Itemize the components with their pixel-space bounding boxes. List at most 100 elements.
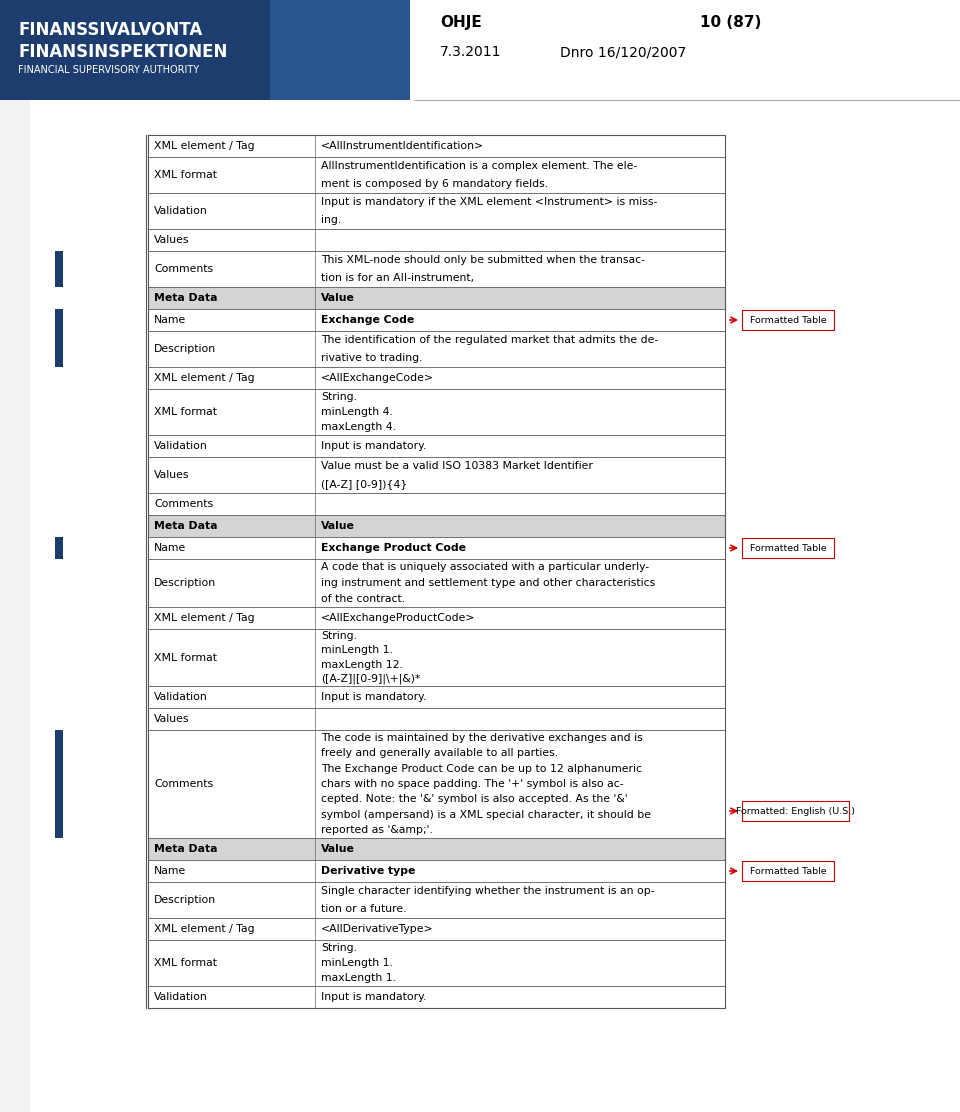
Text: Formatted: English (U.S.): Formatted: English (U.S.) [736, 806, 855, 815]
Bar [148, 729, 725, 838]
Text: Comments: Comments [154, 499, 213, 509]
Text: XML element / Tag: XML element / Tag [154, 141, 254, 151]
Text: Validation: Validation [154, 692, 207, 702]
Text: <AllInstrumentIdentification>: <AllInstrumentIdentification> [321, 141, 484, 151]
Text: freely and generally available to all parties.: freely and generally available to all pa… [321, 748, 558, 758]
Text: Value: Value [321, 522, 355, 532]
Text: Input is mandatory if the XML element <Instrument> is miss-: Input is mandatory if the XML element <I… [321, 197, 658, 207]
Bar [148, 367, 725, 389]
Text: Single character identifying whether the instrument is an op-: Single character identifying whether the… [321, 886, 655, 896]
Bar [148, 309, 725, 331]
Text: XML element / Tag: XML element / Tag [154, 924, 254, 934]
Text: tion is for an AII-instrument,: tion is for an AII-instrument, [321, 274, 474, 282]
Text: FINANSINSPEKTIONEN: FINANSINSPEKTIONEN [18, 43, 228, 61]
FancyBboxPatch shape [742, 801, 849, 821]
Text: Input is mandatory.: Input is mandatory. [321, 992, 426, 1002]
Text: Comments: Comments [154, 780, 213, 790]
Bar [148, 287, 725, 309]
Text: minLength 1.: minLength 1. [321, 645, 393, 655]
Text: <AllExchangeCode>: <AllExchangeCode> [321, 373, 434, 383]
Text: Value: Value [321, 844, 355, 854]
Text: Name: Name [154, 866, 186, 876]
Bar [148, 435, 725, 457]
Bar [148, 940, 725, 986]
Bar [148, 607, 725, 629]
Text: maxLength 4.: maxLength 4. [321, 423, 396, 433]
Bar [148, 838, 725, 860]
Text: Name: Name [154, 543, 186, 553]
Bar [148, 559, 725, 607]
Text: Comments: Comments [154, 264, 213, 274]
Text: Input is mandatory.: Input is mandatory. [321, 441, 426, 451]
Bar [148, 919, 725, 940]
Bar [148, 193, 725, 229]
Text: ([A-Z] [0-9]){4}: ([A-Z] [0-9]){4} [321, 479, 407, 489]
Bar [0, 0, 410, 100]
Text: ing.: ing. [321, 215, 341, 225]
Text: XML format: XML format [154, 653, 217, 663]
Text: Values: Values [154, 235, 189, 245]
Text: Value: Value [321, 292, 355, 302]
Bar [55, 729, 63, 838]
Bar [148, 708, 725, 729]
Bar [148, 629, 725, 686]
Text: Dnro 16/120/2007: Dnro 16/120/2007 [560, 44, 686, 59]
Text: minLength 4.: minLength 4. [321, 407, 393, 417]
Text: minLength 1.: minLength 1. [321, 959, 393, 969]
Text: This XML-node should only be submitted when the transac-: This XML-node should only be submitted w… [321, 255, 645, 265]
Text: XML format: XML format [154, 407, 217, 417]
Text: OHJE: OHJE [440, 14, 482, 30]
Text: The Exchange Product Code can be up to 12 alphanumeric: The Exchange Product Code can be up to 1… [321, 764, 642, 774]
Text: Description: Description [154, 895, 216, 905]
Bar [55, 537, 63, 559]
Bar [148, 882, 725, 919]
Text: AllInstrumentIdentification is a complex element. The ele-: AllInstrumentIdentification is a complex… [321, 161, 637, 171]
Text: Name: Name [154, 315, 186, 325]
Text: Meta Data: Meta Data [154, 522, 218, 532]
Text: Value must be a valid ISO 10383 Market Identifier: Value must be a valid ISO 10383 Market I… [321, 461, 593, 471]
Text: Formatted Table: Formatted Table [750, 316, 827, 325]
Text: maxLength 1.: maxLength 1. [321, 973, 396, 983]
Bar [270, 0, 410, 100]
Text: The identification of the regulated market that admits the de-: The identification of the regulated mark… [321, 335, 659, 345]
Text: Derivative type: Derivative type [321, 866, 416, 876]
Text: ment is composed by 6 mandatory fields.: ment is composed by 6 mandatory fields. [321, 179, 548, 189]
FancyBboxPatch shape [742, 310, 834, 330]
Bar [148, 986, 725, 1007]
Bar [148, 251, 725, 287]
Text: <AllExchangeProductCode>: <AllExchangeProductCode> [321, 613, 475, 623]
Text: Values: Values [154, 470, 189, 480]
Text: symbol (ampersand) is a XML special character, it should be: symbol (ampersand) is a XML special char… [321, 810, 651, 820]
Bar [148, 515, 725, 537]
Text: XML element / Tag: XML element / Tag [154, 613, 254, 623]
Text: Validation: Validation [154, 206, 207, 216]
Text: Formatted Table: Formatted Table [750, 866, 827, 875]
Text: Description: Description [154, 344, 216, 354]
Text: cepted. Note: the '&' symbol is also accepted. As the '&': cepted. Note: the '&' symbol is also acc… [321, 794, 628, 804]
Bar [148, 537, 725, 559]
Bar [148, 157, 725, 193]
FancyBboxPatch shape [742, 861, 834, 881]
Bar [148, 135, 725, 157]
Text: Exchange Code: Exchange Code [321, 315, 415, 325]
Text: ing instrument and settlement type and other characteristics: ing instrument and settlement type and o… [321, 578, 656, 588]
Text: Values: Values [154, 714, 189, 724]
Bar [148, 860, 725, 882]
FancyBboxPatch shape [742, 538, 834, 558]
Bar [55, 331, 63, 367]
Text: reported as '&amp;'.: reported as '&amp;'. [321, 825, 433, 835]
Text: XML element / Tag: XML element / Tag [154, 373, 254, 383]
Text: FINANCIAL SUPERVISORY AUTHORITY: FINANCIAL SUPERVISORY AUTHORITY [18, 64, 199, 75]
Bar [55, 309, 63, 331]
Text: FINANSSIVALVONTA: FINANSSIVALVONTA [18, 21, 203, 39]
Text: A code that is uniquely associated with a particular underly-: A code that is uniquely associated with … [321, 562, 649, 572]
Text: tion or a future.: tion or a future. [321, 904, 406, 914]
Text: Description: Description [154, 578, 216, 588]
Bar [148, 389, 725, 435]
Text: maxLength 12.: maxLength 12. [321, 659, 403, 669]
Text: Exchange Product Code: Exchange Product Code [321, 543, 466, 553]
Text: XML format: XML format [154, 170, 217, 180]
Text: Meta Data: Meta Data [154, 292, 218, 302]
Text: Input is mandatory.: Input is mandatory. [321, 692, 426, 702]
Bar [148, 229, 725, 251]
